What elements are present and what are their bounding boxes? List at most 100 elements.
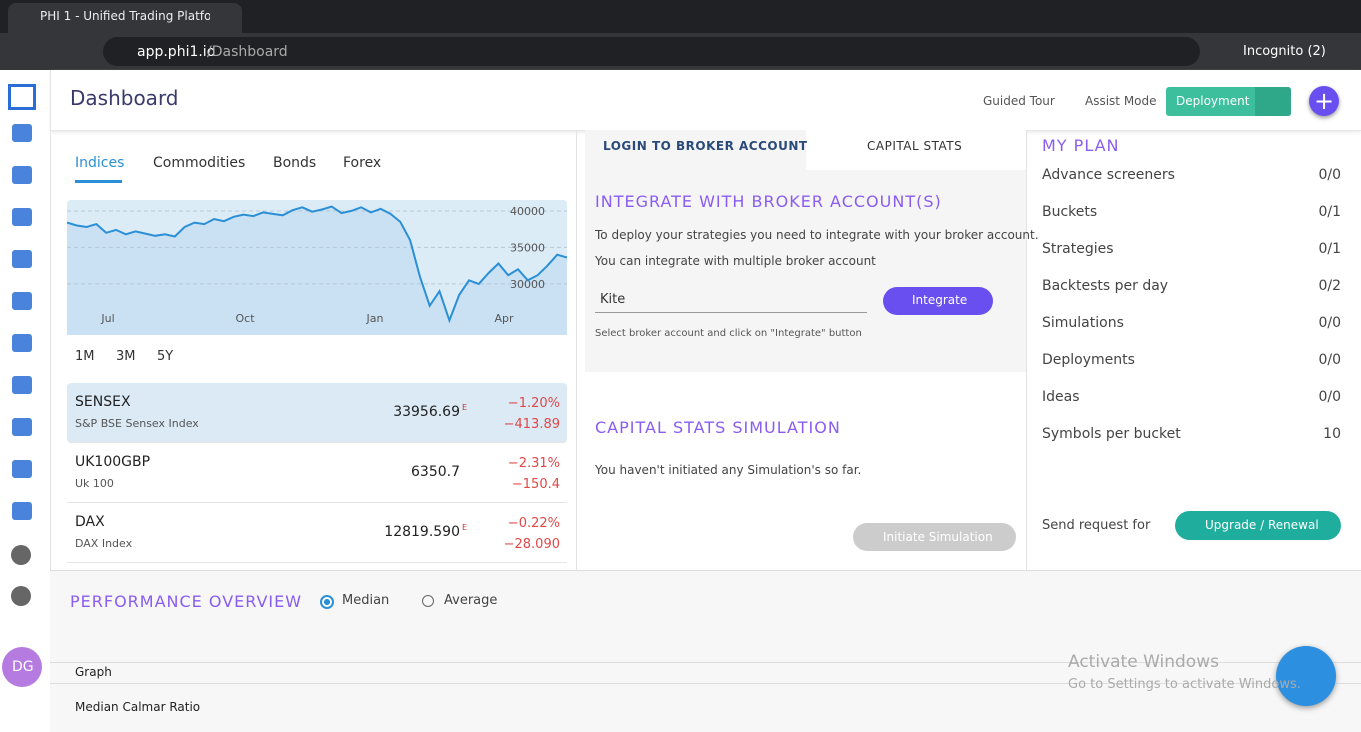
plan-item: Deployments (1042, 352, 1135, 368)
tab-underline (75, 180, 122, 183)
x-tick-label: Apr (494, 312, 514, 325)
range-button[interactable]: 3M (116, 349, 136, 364)
section-title: MY PLAN (1042, 136, 1120, 155)
row[interactable] (67, 503, 567, 563)
radio-label: Average (444, 593, 498, 608)
hint: Select broker account and click on "Inte… (595, 328, 862, 339)
integrate-button[interactable] (883, 287, 993, 315)
y-tick-label: 40000 (510, 205, 545, 218)
plan-item: Strategies (1042, 241, 1114, 257)
market-tab[interactable]: Indices (75, 155, 125, 171)
deployment-check (1255, 87, 1291, 116)
index-name: S&P BSE Sensex Index (75, 417, 199, 430)
tab-inactive[interactable] (806, 130, 1026, 170)
tab-title: PHI 1 - Unified Trading Platform (40, 9, 210, 23)
divider (50, 662, 1361, 663)
deployment-label: Deployment (1176, 94, 1250, 108)
market-tab[interactable]: Bonds (273, 155, 317, 171)
broker-select[interactable]: Kite (600, 292, 626, 307)
broker-tab[interactable]: CAPITAL STATS (867, 139, 963, 153)
y-tick-label: 30000 (510, 278, 545, 291)
nav-icon[interactable] (12, 166, 32, 184)
change: −413.89 (503, 417, 560, 432)
index-chart: 30000 35000 40000 Jul Oct Jan Apr (67, 200, 567, 335)
initiate-button[interactable] (853, 523, 1016, 551)
plan-item: Ideas (1042, 389, 1080, 405)
price-flag: E (462, 403, 468, 412)
nav-icon[interactable] (12, 124, 32, 142)
market-tab[interactable]: Forex (343, 155, 382, 171)
radio[interactable] (320, 595, 334, 609)
section-title: PERFORMANCE OVERVIEW (70, 592, 303, 611)
change-pct: −2.31% (507, 456, 560, 471)
plan-value: 0/0 (1318, 167, 1341, 183)
perf-row: Graph (75, 665, 112, 679)
plan-value: 0/2 (1318, 278, 1341, 294)
range-button[interactable]: 1M (75, 349, 95, 364)
price: 6350.7 (411, 464, 460, 480)
radio-label: Median (342, 593, 390, 608)
url-path: /Dashboard (207, 44, 288, 60)
url-host: app.phi1.io (137, 44, 216, 60)
add-button[interactable]: + (1309, 86, 1339, 116)
simulation-text: You haven't initiated any Simulation's s… (595, 463, 862, 477)
row[interactable] (67, 383, 567, 443)
logo[interactable] (8, 84, 36, 110)
tab[interactable] (8, 3, 242, 33)
section-title: INTEGRATE WITH BROKER ACCOUNT(S) (595, 192, 942, 211)
broker-text: You can integrate with multiple broker a… (595, 254, 876, 268)
avatar-circle[interactable] (2, 647, 42, 687)
url-field[interactable] (103, 37, 1200, 66)
plan-value: 0/0 (1318, 389, 1341, 405)
x-tick-label: Jul (100, 312, 114, 325)
avatar: DG (12, 659, 34, 675)
watermark: Go to Settings to activate Windows. (1068, 677, 1301, 692)
nav-icon[interactable] (12, 250, 32, 268)
symbol: UK100GBP (75, 454, 151, 470)
sidebar (0, 70, 51, 731)
price-flag: E (462, 523, 468, 532)
profile[interactable]: Incognito (2) (1243, 44, 1326, 59)
divider (1026, 130, 1027, 570)
change-pct: −0.22% (507, 516, 560, 531)
area (67, 206, 567, 335)
plan-request: Send request for (1042, 518, 1151, 533)
plan-item: Advance screeners (1042, 167, 1175, 183)
row[interactable] (67, 443, 567, 503)
plan-item: Simulations (1042, 315, 1124, 331)
divider (50, 683, 1361, 684)
guided-tour[interactable]: Guided Tour (983, 94, 1055, 108)
radio[interactable] (422, 595, 434, 607)
broker-tab[interactable]: LOGIN TO BROKER ACCOUNT (603, 139, 808, 153)
nav-icon[interactable] (12, 418, 32, 436)
upgrade-label: Upgrade / Renewal (1205, 518, 1319, 532)
nav-icon[interactable] (12, 376, 32, 394)
section-title: CAPITAL STATS SIMULATION (595, 418, 841, 437)
nav-icon[interactable] (12, 502, 32, 520)
plan-value: 0/0 (1318, 352, 1341, 368)
range-button[interactable]: 5Y (157, 349, 174, 364)
y-tick-label: 35000 (510, 241, 545, 254)
broker-panel (585, 130, 1026, 372)
symbol: DAX (75, 514, 105, 530)
x-tick-label: Jan (366, 312, 384, 325)
index-name: Uk 100 (75, 477, 114, 490)
divider (576, 130, 577, 570)
index-name: DAX Index (75, 537, 133, 550)
market-tab[interactable]: Commodities (153, 155, 246, 171)
nav-icon[interactable] (12, 292, 32, 310)
select-line (595, 312, 867, 313)
nav-icon[interactable] (12, 334, 32, 352)
change: −28.090 (503, 537, 560, 552)
plan-value: 10 (1323, 426, 1341, 442)
nav-icon[interactable] (12, 208, 32, 226)
assist-mode[interactable]: Assist Mode (1085, 94, 1157, 108)
chat-button[interactable] (1276, 646, 1336, 706)
nav-icon[interactable] (12, 460, 32, 478)
info-icon[interactable] (11, 586, 31, 606)
broker-text: To deploy your strategies you need to in… (595, 228, 1039, 242)
help-icon[interactable] (11, 545, 31, 565)
upgrade-button[interactable] (1175, 511, 1341, 540)
plan-value: 0/0 (1318, 315, 1341, 331)
